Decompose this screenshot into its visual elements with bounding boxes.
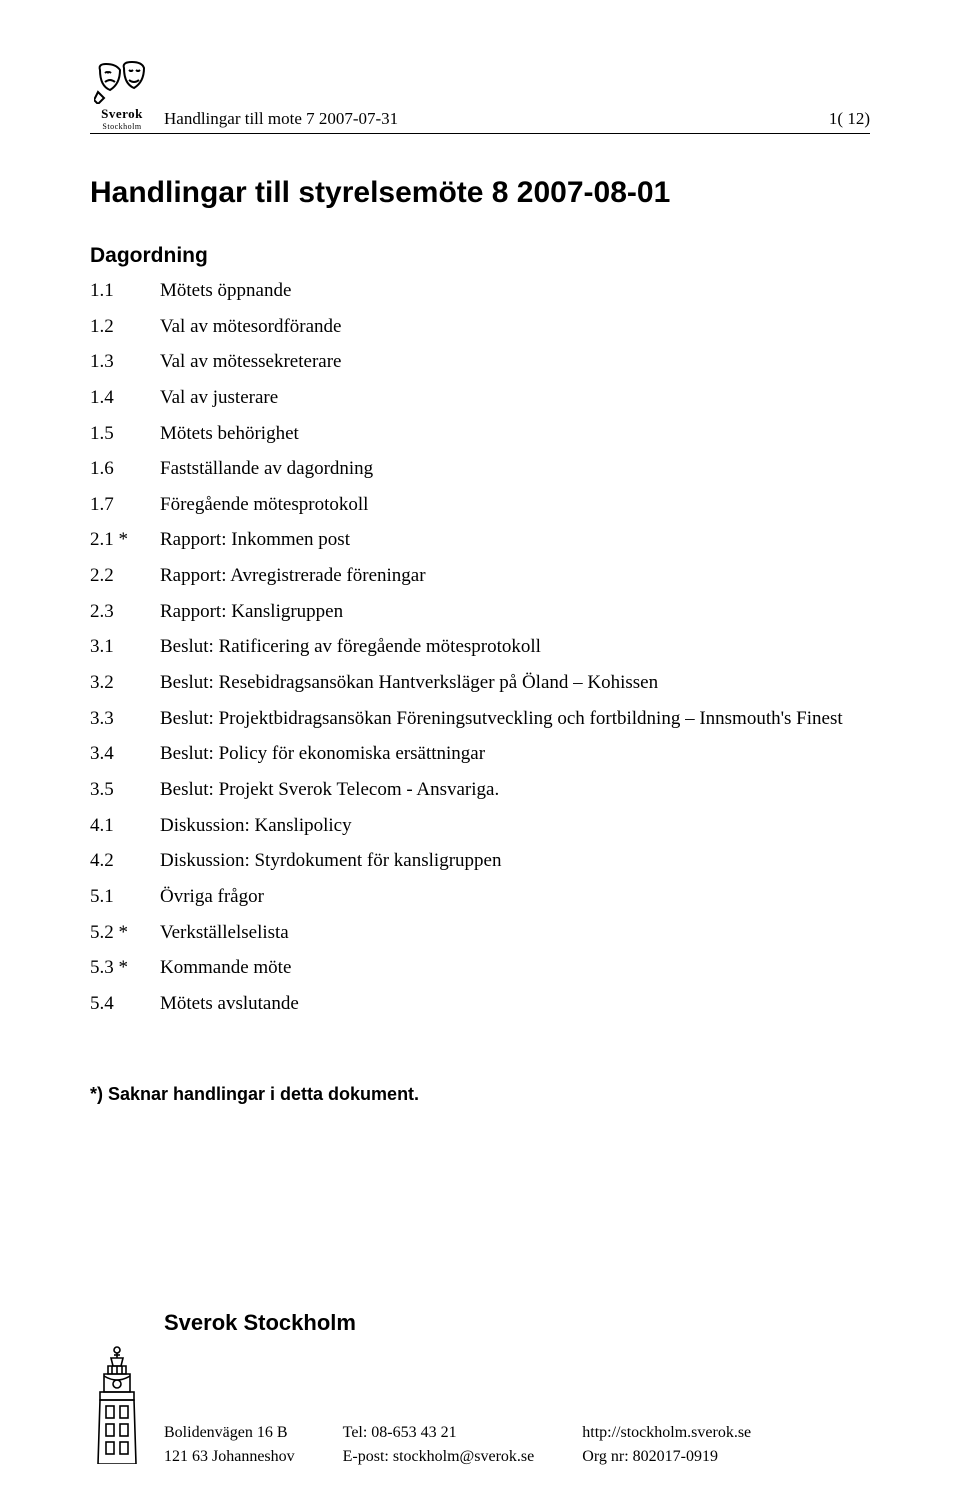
footnote: *) Saknar handlingar i detta dokument. <box>90 1084 870 1105</box>
logo-sub-text: Stockholm <box>102 122 141 131</box>
agenda-item-text: Föregående mötesprotokoll <box>160 492 870 518</box>
agenda-item-number: 4.1 <box>90 813 160 839</box>
agenda-item-text: Mötets behörighet <box>160 421 870 447</box>
agenda-item-number: 1.5 <box>90 421 160 447</box>
agenda-item: 2.1 *Rapport: Inkommen post <box>90 527 870 553</box>
agenda-item: 1.2Val av mötesordförande <box>90 314 870 340</box>
agenda-item-number: 5.2 * <box>90 920 160 946</box>
agenda-item-number: 5.4 <box>90 991 160 1017</box>
agenda-item-text: Fastställande av dagordning <box>160 456 870 482</box>
agenda-item-text: Beslut: Projektbidragsansökan Föreningsu… <box>160 706 870 732</box>
footer-orgnr: Org nr: 802017-0919 <box>582 1445 751 1469</box>
agenda-item: 4.1Diskussion: Kanslipolicy <box>90 813 870 839</box>
agenda-item: 1.6Fastställande av dagordning <box>90 456 870 482</box>
agenda-item: 5.2 *Verkställelselista <box>90 920 870 946</box>
footer-url: http://stockholm.sverok.se <box>582 1421 751 1445</box>
agenda-item: 1.4Val av justerare <box>90 385 870 411</box>
agenda-item-number: 3.4 <box>90 741 160 767</box>
agenda-item-text: Kommande möte <box>160 955 870 981</box>
agenda-item: 2.2Rapport: Avregistrerade föreningar <box>90 563 870 589</box>
agenda-item: 3.1Beslut: Ratificering av föregående mö… <box>90 634 870 660</box>
agenda-item-text: Val av justerare <box>160 385 870 411</box>
agenda-item: 4.2Diskussion: Styrdokument för kansligr… <box>90 848 870 874</box>
agenda-item-text: Övriga frågor <box>160 884 870 910</box>
agenda-item-number: 4.2 <box>90 848 160 874</box>
agenda-item: 3.4Beslut: Policy för ekonomiska ersättn… <box>90 741 870 767</box>
agenda-item-text: Mötets öppnande <box>160 278 870 304</box>
agenda-item-number: 2.1 * <box>90 527 160 553</box>
agenda-item: 5.4Mötets avslutande <box>90 991 870 1017</box>
agenda-item: 2.3Rapport: Kansligruppen <box>90 599 870 625</box>
agenda-item-text: Beslut: Projekt Sverok Telecom - Ansvari… <box>160 777 870 803</box>
agenda-item-text: Rapport: Kansligruppen <box>160 599 870 625</box>
section-heading: Dagordning <box>90 244 870 268</box>
agenda-item: 5.1Övriga frågor <box>90 884 870 910</box>
agenda-item: 3.3Beslut: Projektbidragsansökan Förenin… <box>90 706 870 732</box>
agenda-item-text: Beslut: Resebidragsansökan Hantverksläge… <box>160 670 870 696</box>
agenda-item-text: Rapport: Inkommen post <box>160 527 870 553</box>
page-title: Handlingar till styrelsemöte 8 2007-08-0… <box>90 176 870 210</box>
agenda-item-text: Val av mötessekreterare <box>160 349 870 375</box>
agenda-item-number: 1.1 <box>90 278 160 304</box>
agenda-item-number: 1.4 <box>90 385 160 411</box>
agenda-item-number: 1.7 <box>90 492 160 518</box>
footer-addr1: Bolidenvägen 16 B <box>164 1421 295 1445</box>
document-header: Sverok Stockholm Handlingar till mote 7 … <box>90 60 870 134</box>
footer-tel: Tel: 08-653 43 21 <box>343 1421 535 1445</box>
footer-addr2: 121 63 Johanneshov <box>164 1445 295 1469</box>
agenda-item-text: Rapport: Avregistrerade föreningar <box>160 563 870 589</box>
agenda-item: 1.5Mötets behörighet <box>90 421 870 447</box>
masks-icon <box>94 60 150 104</box>
doc-header-text: Handlingar till mote 7 2007-07-31 <box>164 109 829 131</box>
agenda-item-text: Beslut: Policy för ekonomiska ersättning… <box>160 741 870 767</box>
agenda-item: 3.2Beslut: Resebidragsansökan Hantverksl… <box>90 670 870 696</box>
agenda-item-text: Val av mötesordförande <box>160 314 870 340</box>
agenda-item-number: 3.1 <box>90 634 160 660</box>
document-footer: Sverok Stockholm <box>90 1310 870 1469</box>
agenda-item-number: 3.5 <box>90 777 160 803</box>
footer-org-name: Sverok Stockholm <box>164 1310 870 1336</box>
logo-main-text: Sverok <box>101 106 143 122</box>
agenda-item-number: 5.3 * <box>90 955 160 981</box>
agenda-item-number: 1.3 <box>90 349 160 375</box>
agenda-item: 1.3Val av mötessekreterare <box>90 349 870 375</box>
footer-contact: Tel: 08-653 43 21 E-post: stockholm@sver… <box>343 1421 535 1469</box>
agenda-item-text: Verkställelselista <box>160 920 870 946</box>
agenda-item-number: 1.2 <box>90 314 160 340</box>
page-indicator: 1( 12) <box>829 109 870 131</box>
agenda-item: 3.5Beslut: Projekt Sverok Telecom - Ansv… <box>90 777 870 803</box>
agenda-item-text: Beslut: Ratificering av föregående mötes… <box>160 634 870 660</box>
agenda-item-number: 3.2 <box>90 670 160 696</box>
agenda-item-text: Diskussion: Kanslipolicy <box>160 813 870 839</box>
footer-email: E-post: stockholm@sverok.se <box>343 1445 535 1469</box>
org-logo: Sverok Stockholm <box>90 60 154 131</box>
agenda-item-number: 1.6 <box>90 456 160 482</box>
agenda-list: 1.1Mötets öppnande1.2Val av mötesordföra… <box>90 278 870 1016</box>
tower-icon <box>90 1344 164 1469</box>
agenda-item: 1.7Föregående mötesprotokoll <box>90 492 870 518</box>
agenda-item: 1.1Mötets öppnande <box>90 278 870 304</box>
agenda-item: 5.3 *Kommande möte <box>90 955 870 981</box>
agenda-item-number: 2.3 <box>90 599 160 625</box>
agenda-item-text: Mötets avslutande <box>160 991 870 1017</box>
agenda-item-number: 3.3 <box>90 706 160 732</box>
agenda-item-text: Diskussion: Styrdokument för kansligrupp… <box>160 848 870 874</box>
footer-address: Bolidenvägen 16 B 121 63 Johanneshov <box>164 1421 295 1469</box>
footer-web: http://stockholm.sverok.se Org nr: 80201… <box>582 1421 751 1469</box>
agenda-item-number: 5.1 <box>90 884 160 910</box>
agenda-item-number: 2.2 <box>90 563 160 589</box>
